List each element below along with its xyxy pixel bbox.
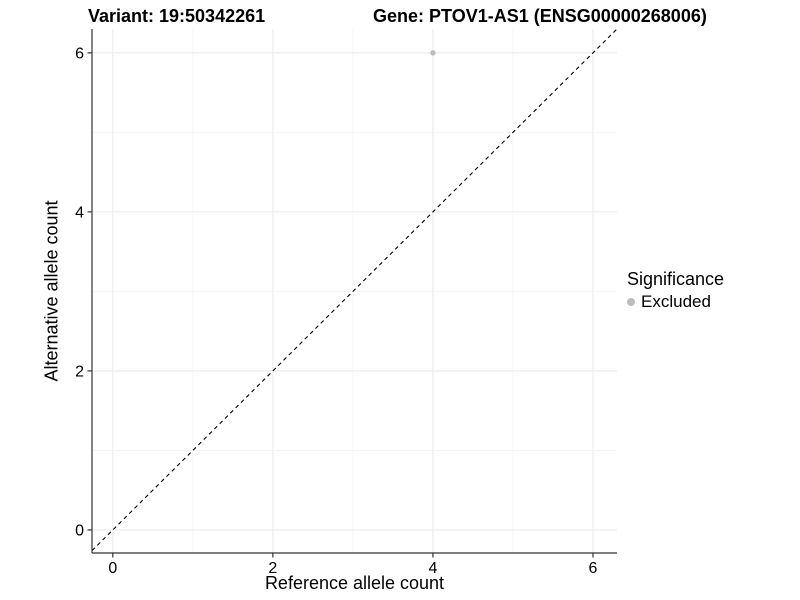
data-point [430,50,436,56]
x-axis-title: Reference allele count [264,573,445,593]
x-tick-label: 2 [268,560,277,577]
legend-entry-label: Excluded [641,292,711,311]
y-tick-label: 6 [75,45,84,62]
legend-title: Significance [627,269,725,289]
y-tick-label: 0 [75,522,84,539]
variant-title: Variant: 19:50342261 [88,6,266,26]
gene-title: Gene: PTOV1-AS1 (ENSG00000268006) [373,6,707,26]
y-axis-title: Alternative allele count [41,200,62,382]
x-tick-label: 6 [589,560,598,577]
legend: Significance Excluded [627,268,724,312]
y-tick-label: 2 [75,363,84,380]
identity-line [91,28,618,552]
excluded-marker-icon [627,298,635,306]
y-tick-label: 4 [75,204,84,221]
x-tick-label: 4 [428,560,437,577]
legend-entry-excluded: Excluded [627,292,724,312]
x-tick-label: 0 [108,560,117,577]
